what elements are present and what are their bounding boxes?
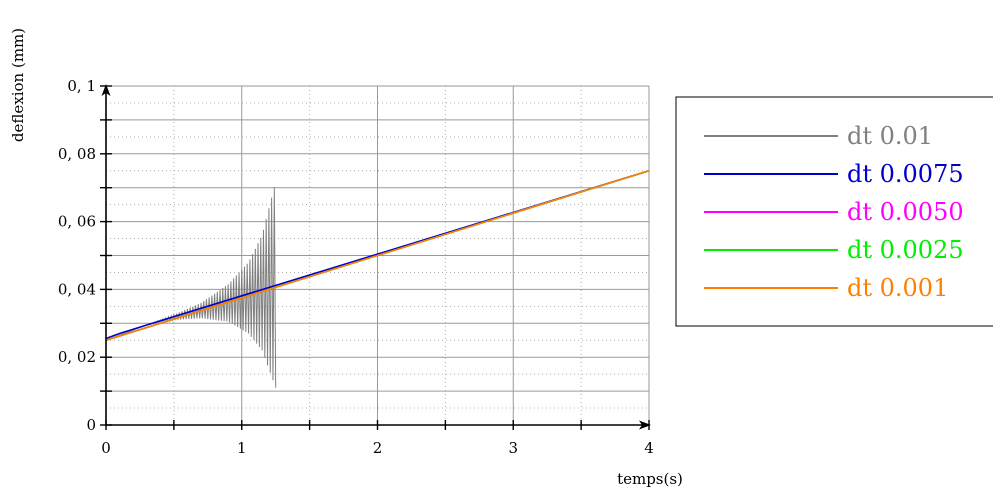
legend: dt 0.01 dt 0.0075 dt 0.0050 dt 0.0025 dt 0.0… (675, 96, 993, 327)
y-axis-arrow (101, 84, 111, 96)
y-tick-label: 0, 06 (58, 213, 96, 231)
legend-label: dt 0.0025 (847, 236, 964, 264)
y-axis-label: deflexion (mm) (9, 28, 27, 142)
series-group (105, 169, 650, 388)
x-axis-arrow (639, 420, 651, 430)
x-tick-label: 1 (237, 439, 247, 457)
y-tick-label: 0, 04 (58, 280, 96, 298)
x-tick-label: 0 (101, 439, 111, 457)
y-tick-label: 0 (86, 416, 96, 434)
series-line-dt-0-001 (105, 169, 650, 342)
y-tick-label: 0, 08 (58, 145, 96, 163)
ticks: 0 1 2 3 4 0 0, 02 0, 04 0, 06 0, 08 0, 1 (58, 77, 654, 457)
y-tick-label: 0, 02 (58, 348, 96, 366)
legend-label: dt 0.0075 (847, 160, 964, 188)
legend-label: dt 0.0050 (847, 198, 964, 226)
series-line-dt-0-0075 (105, 169, 650, 340)
y-tick-label: 0, 1 (67, 77, 96, 95)
legend-label: dt 0.001 (847, 274, 948, 302)
x-axis-label: temps(s) (617, 470, 683, 488)
x-tick-label: 3 (508, 439, 518, 457)
x-tick-label: 4 (644, 439, 654, 457)
legend-label: dt 0.01 (847, 122, 933, 150)
grid (106, 85, 650, 425)
axes (101, 84, 651, 430)
x-tick-label: 2 (373, 439, 383, 457)
